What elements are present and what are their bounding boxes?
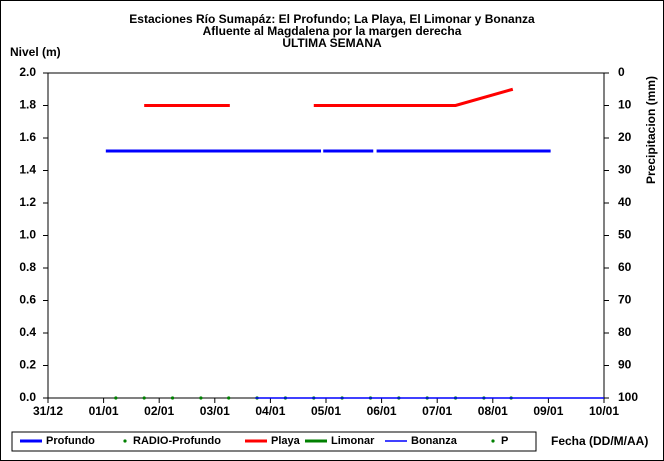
y2-tick-label: 80 — [618, 325, 632, 339]
y2-tick-label: 10 — [618, 98, 632, 112]
x-tick-label: 06/01 — [367, 404, 397, 418]
data-point — [114, 396, 118, 400]
y-tick-label: 1.0 — [19, 228, 36, 242]
chart-title: Estaciones Río Sumapáz: El Profundo; La … — [129, 12, 535, 26]
data-point — [199, 396, 203, 400]
y-tick-label: 0.4 — [19, 325, 36, 339]
x-tick-label: 02/01 — [144, 404, 174, 418]
plot-area — [47, 72, 605, 399]
y2-tick-label: 100 — [618, 390, 638, 404]
y2-tick-label: 50 — [618, 228, 632, 242]
legend-label: P — [501, 435, 508, 447]
y-axis-label: Nivel (m) — [10, 45, 61, 59]
y-tick-label: 0.8 — [19, 260, 36, 274]
y2-tick-label: 90 — [618, 358, 632, 372]
y-tick-label: 0.2 — [19, 358, 36, 372]
data-point — [170, 396, 175, 400]
x-tick-label: 03/01 — [200, 404, 230, 418]
y2-tick-label: 0 — [618, 65, 625, 79]
legend-marker — [123, 439, 127, 443]
x-tick-label: 04/01 — [255, 404, 285, 418]
y2-tick-label: 30 — [618, 163, 632, 177]
x-tick-label: 31/12 — [33, 404, 63, 418]
y-tick-label: 0.0 — [19, 390, 36, 404]
y2-tick-label: 40 — [618, 195, 632, 209]
y2-tick-label: 20 — [618, 130, 632, 144]
x-tick-label: 05/01 — [311, 404, 341, 418]
y2-tick-label: 70 — [618, 293, 632, 307]
y-tick-label: 2.0 — [19, 65, 36, 79]
chart-subtitle: Afluente al Magdalena por la margen dere… — [203, 24, 462, 38]
x-tick-label: 09/01 — [533, 404, 563, 418]
legend-label: Profundo — [46, 435, 95, 447]
x-tick-label: 07/01 — [422, 404, 452, 418]
legend-marker — [491, 439, 495, 443]
x-tick-label: 08/01 — [478, 404, 508, 418]
y-tick-label: 1.6 — [19, 130, 36, 144]
series-line — [144, 87, 514, 107]
legend — [11, 431, 537, 452]
y-tick-label: 1.4 — [19, 163, 36, 177]
x-tick-label: 01/01 — [89, 404, 119, 418]
y2-tick-label: 60 — [618, 260, 632, 274]
x-tick-label: 10/01 — [589, 404, 619, 418]
y-tick-label: 1.2 — [19, 195, 36, 209]
legend-label: Bonanza — [411, 435, 458, 447]
y-tick-label: 0.6 — [19, 293, 36, 307]
y-tick-label: 1.8 — [19, 98, 36, 112]
data-point — [142, 396, 146, 400]
y2-axis-label: Precipitacion (mm) — [644, 76, 658, 184]
data-point — [227, 396, 231, 400]
legend-label: RADIO-Profundo — [133, 435, 221, 447]
x-axis-label: Fecha (DD/M/AA) — [551, 434, 648, 448]
chart-subtitle: ULTIMA SEMANA — [282, 36, 382, 50]
legend-label: Playa — [271, 435, 301, 447]
legend-label: Limonar — [331, 435, 375, 447]
